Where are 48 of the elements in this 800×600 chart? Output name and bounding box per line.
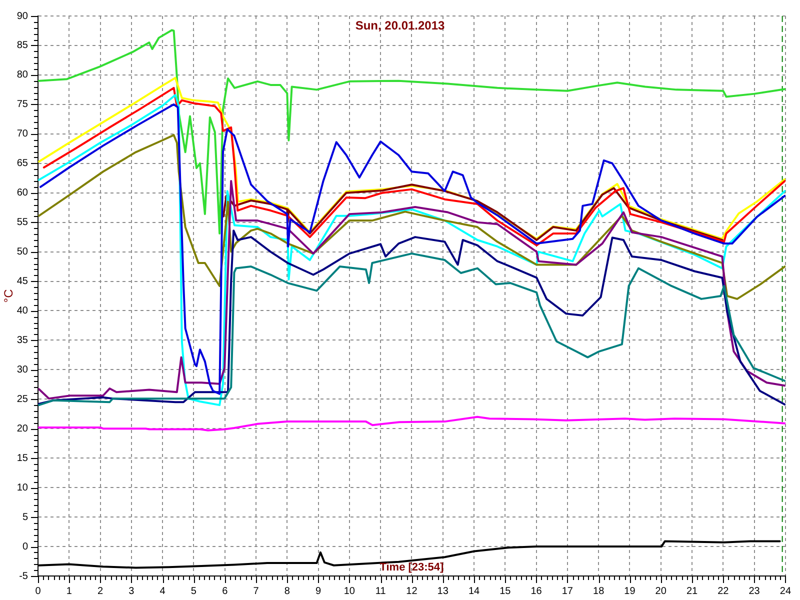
y-tick-label: 85 [16,40,28,52]
x-tick-label: 21 [686,586,698,597]
y-tick-label: 0 [22,541,28,552]
y-tick-label: 50 [16,246,28,258]
chart-title: Sun, 20.01.2013 [355,18,446,32]
x-tick-label: 23 [748,586,760,597]
y-tick-label: 30 [16,364,28,376]
y-tick-label: 70 [16,128,28,140]
x-tick-label: 15 [500,586,512,597]
y-tick-label: 45 [16,276,28,288]
y-tick-label: 55 [16,217,28,228]
x-tick-label: 2 [98,586,104,597]
x-tick-label: 11 [375,586,386,597]
x-tick-label: 0 [35,586,42,597]
x-tick-label: 20 [655,586,667,597]
x-tick-label: 12 [406,586,418,597]
y-tick-label: -5 [19,570,28,582]
x-tick-label: 19 [624,586,636,597]
x-tick-label: 16 [530,586,542,597]
y-tick-label: 15 [16,452,28,464]
y-tick-label: 75 [16,99,28,110]
y-tick-label: 5 [22,512,28,523]
x-tick-label: 6 [222,586,228,597]
x-tick-label: 13 [437,586,449,597]
y-axis-title: °C [1,288,16,303]
y-tick-label: 35 [16,334,28,346]
y-tick-label: 20 [16,423,28,434]
x-tick-label: 14 [468,586,480,597]
x-tick-label: 17 [562,586,574,597]
y-tick-label: 40 [16,305,28,316]
x-tick-label: 5 [190,586,197,597]
x-axis-title: Time [23:54] [380,562,444,574]
y-tick-label: 80 [16,70,28,81]
x-tick-label: 7 [253,586,260,597]
y-tick-label: 10 [16,482,28,494]
x-tick-label: 4 [160,586,166,597]
x-tick-label: 3 [128,586,135,597]
y-tick-label: 90 [16,10,28,22]
x-tick-label: 9 [316,586,322,597]
x-tick-label: 18 [593,586,605,597]
y-tick-label: 65 [16,158,28,170]
y-tick-label: 60 [16,188,28,199]
x-tick-label: 1 [66,586,72,597]
x-tick-label: 24 [780,586,792,597]
y-tick-label: 25 [16,394,28,405]
x-tick-label: 10 [344,586,356,597]
x-tick-label: 8 [284,586,290,597]
x-tick-label: 22 [718,586,730,597]
